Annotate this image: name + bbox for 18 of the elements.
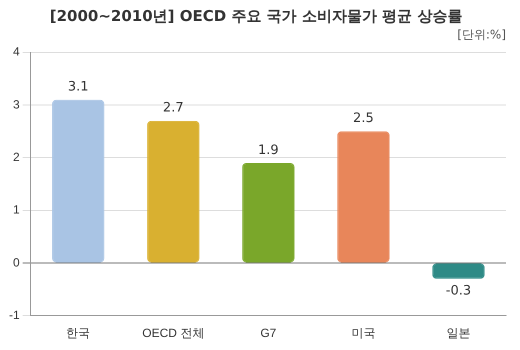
- x-tick-label: 미국: [351, 326, 376, 340]
- data-label: 1.9: [258, 142, 279, 158]
- y-tick-label: 0: [12, 255, 20, 270]
- x-tick-label: G7: [260, 326, 277, 340]
- x-tick-label: 일본: [446, 326, 470, 340]
- y-tick-label: 1: [12, 202, 20, 217]
- data-label: -0.3: [446, 284, 472, 299]
- y-tick-label: -1: [9, 308, 20, 322]
- y-tick-label: 3: [12, 97, 20, 112]
- y-tick-label: 4: [12, 44, 20, 59]
- chart-subtitle: [단위:%]: [457, 27, 506, 42]
- chart-title: [2000~2010년] OECD 주요 국가 소비자물가 평균 상승률: [50, 6, 462, 25]
- data-label: 2.5: [353, 111, 374, 126]
- y-tick-label: 2: [12, 150, 20, 164]
- x-tick-label: OECD 전체: [142, 326, 204, 340]
- x-tick-label: 한국: [66, 326, 90, 340]
- data-label: 3.1: [68, 80, 89, 95]
- data-label: 2.7: [162, 100, 184, 116]
